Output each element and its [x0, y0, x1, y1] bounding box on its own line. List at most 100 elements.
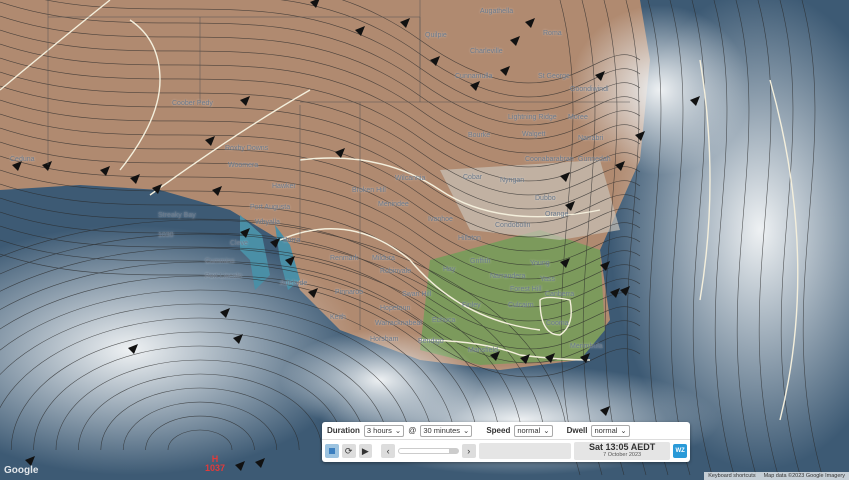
- play-button[interactable]: ▶: [358, 443, 373, 458]
- town-label: Yass: [540, 276, 556, 283]
- town-label: Finley: [462, 302, 481, 309]
- isobar-line: [0, 219, 569, 451]
- isobar-line: [559, 0, 581, 476]
- fronts: [0, 0, 799, 421]
- dwell-select[interactable]: normal ⌄: [591, 424, 630, 437]
- wind-arrow-icon: [500, 66, 510, 76]
- wind-arrow-icon: [635, 131, 645, 141]
- wind-arrow-icon: [400, 18, 410, 28]
- town-label: Renmark: [330, 255, 359, 262]
- town-label: Swan Hill: [402, 291, 432, 298]
- isobar-line: [0, 113, 641, 238]
- isobar-line: [0, 43, 641, 168]
- wind-arrow-icon: [430, 56, 440, 66]
- isobar-line: [603, 0, 625, 476]
- high-value: 1037: [205, 463, 226, 473]
- wind-arrow-icon: [335, 148, 345, 158]
- town-label: Horsham: [370, 336, 399, 343]
- wind-arrow-icon: [600, 261, 610, 271]
- town-label: Merimbula: [570, 343, 603, 350]
- dwell-label: Dwell: [566, 426, 588, 435]
- isobar-line: [0, 29, 641, 154]
- isobar-line: [167, 429, 233, 451]
- isobar-line: [0, 141, 641, 266]
- town-label: Ceduna: [10, 156, 35, 163]
- town-label: Narrandera: [490, 273, 526, 280]
- isobar-line: [581, 0, 603, 476]
- layer-toggle-button[interactable]: [325, 443, 339, 458]
- isobar-line: [0, 57, 641, 182]
- town-label: Young: [530, 260, 550, 267]
- high-pressure-marker: H 1037: [205, 455, 225, 473]
- duration-label: Duration: [327, 426, 360, 435]
- previous-button[interactable]: ‹: [381, 443, 395, 458]
- refresh-button[interactable]: ⟳: [341, 443, 356, 458]
- duration-select[interactable]: 3 hours ⌄: [363, 424, 405, 437]
- isobar-line: [0, 317, 412, 451]
- town-label: Warracknabeal: [375, 320, 422, 327]
- isobar-line: [0, 253, 641, 378]
- town-label: Lightning Ridge: [508, 114, 557, 121]
- town-label: Mildura: [372, 255, 395, 262]
- town-label: Keith: [330, 314, 346, 321]
- weatherzone-logo[interactable]: WZ: [673, 443, 687, 458]
- google-logo: Google: [4, 465, 39, 476]
- speed-value: normal: [517, 425, 541, 435]
- isobar-line: [647, 0, 669, 476]
- isobar-line: [78, 373, 322, 451]
- next-button[interactable]: ›: [461, 443, 476, 458]
- interval-select[interactable]: 30 minutes ⌄: [420, 424, 473, 437]
- town-label: Dubbo: [535, 195, 556, 202]
- town-label: Hay: [443, 266, 456, 273]
- town-label: Coonabarabran: [525, 156, 574, 163]
- wind-arrow-icon: [240, 228, 250, 238]
- town-label: Roma: [543, 30, 562, 37]
- town-label: Cooma: [546, 320, 569, 327]
- wind-arrow-icon: [595, 71, 605, 81]
- isobars: [0, 0, 823, 476]
- town-label: Pinnaroo: [335, 289, 364, 296]
- keyboard-shortcuts-link[interactable]: Keyboard shortcuts: [708, 473, 756, 479]
- wind-arrow-icon: [690, 96, 700, 106]
- timestamp: Sat 13:05 AEDT 7 October 2023: [574, 441, 671, 460]
- town-label: Nyngan: [500, 177, 525, 184]
- town-label: Coober Pedy: [172, 100, 213, 107]
- town-label: Cleve: [230, 240, 248, 247]
- town-label: Wilcannia: [395, 175, 426, 182]
- wind-arrow-icon: [308, 288, 318, 298]
- town-label: Charleville: [470, 48, 503, 55]
- speed-select[interactable]: normal ⌄: [514, 424, 553, 437]
- town-label: Robinvale: [380, 268, 412, 275]
- town-label: Gunnedah: [578, 156, 611, 163]
- wind-arrow-icon: [270, 238, 280, 248]
- isobar-line: [757, 0, 779, 476]
- isobar-line: [779, 0, 801, 476]
- chevron-left-icon: ‹: [386, 445, 390, 456]
- town-label: Narrabri: [578, 135, 604, 142]
- isobar-line: [801, 0, 823, 476]
- chevron-down-icon: ⌄: [620, 425, 627, 435]
- wind-arrow-icon: [212, 186, 222, 196]
- wind-arrow-icon: [520, 354, 530, 364]
- town-label: Canberra: [545, 291, 575, 298]
- isobar-line: [625, 0, 647, 476]
- isobar-line: [0, 303, 434, 451]
- wind-arrow-icon: [545, 353, 555, 363]
- isobar-line: [0, 183, 641, 308]
- wind-arrow-icon: [600, 406, 610, 416]
- wind-arrow-icon: [240, 96, 250, 106]
- town-label: Bendigo: [418, 338, 444, 345]
- timeline-slider[interactable]: [398, 447, 459, 454]
- wind-arrow-icon: [510, 36, 520, 46]
- town-label: Bourke: [468, 132, 491, 139]
- wind-arrow-icon: [255, 458, 265, 468]
- town-label: Condobolin: [495, 222, 531, 229]
- wind-arrows: [12, 0, 700, 471]
- wind-arrow-icon: [42, 161, 52, 171]
- time-text: Sat 13:05 AEDT: [589, 441, 656, 452]
- town-label: Echuca: [432, 317, 456, 324]
- town-label: Ivanhoe: [428, 216, 453, 223]
- isobar-line: [341, 0, 641, 84]
